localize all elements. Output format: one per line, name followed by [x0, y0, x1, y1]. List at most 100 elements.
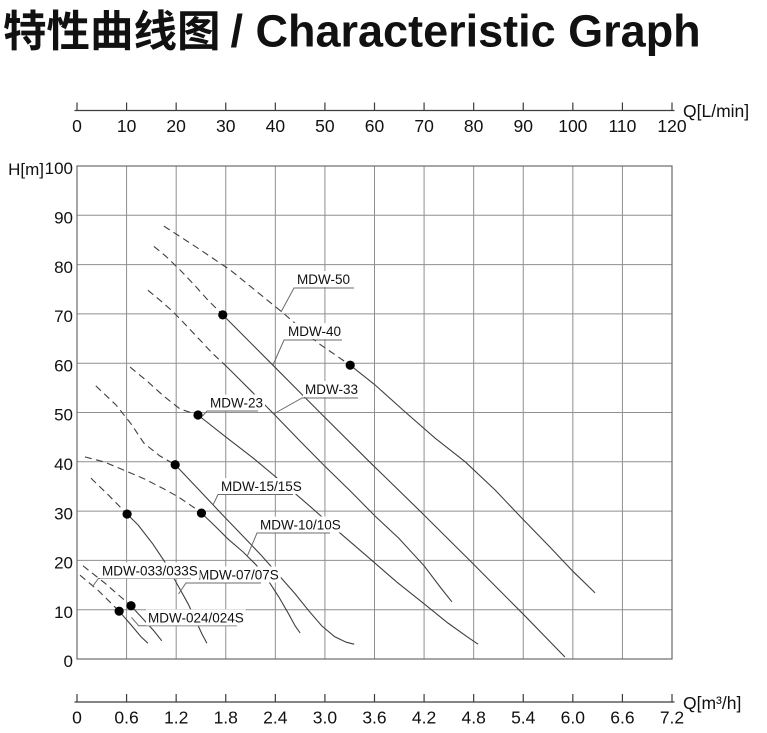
- curve-MDW-40: [153, 245, 566, 658]
- curve-solid-segment: [222, 314, 566, 658]
- label-MDW-50: MDW-50: [280, 271, 354, 313]
- top-axis-tick-label: 70: [414, 116, 434, 136]
- top-axis-tick-label: 10: [117, 116, 137, 136]
- label-MDW-15_15S: MDW-15/15S: [212, 478, 304, 506]
- curve-dashed-segment: [153, 245, 224, 316]
- rated-point-dot: [196, 508, 207, 518]
- rated-point-dot: [345, 360, 355, 370]
- rated-point-dot: [122, 509, 132, 519]
- curve-MDW-50: [163, 225, 596, 594]
- bottom-axis-tick-label: 0: [72, 708, 82, 728]
- label-text: MDW-40: [288, 324, 341, 339]
- label-mask: [146, 609, 246, 626]
- bottom-axis-tick-label: 5.4: [511, 708, 536, 728]
- curve-solid-segment: [118, 610, 149, 644]
- curve-MDW-33: [147, 289, 453, 603]
- left-axis-tick-label: 60: [54, 356, 73, 375]
- left-axis-tick-label: 90: [54, 209, 73, 228]
- curve-dashed-segment: [147, 289, 228, 368]
- left-axis-tick-label: 80: [54, 258, 73, 277]
- label-leader-line: [131, 617, 237, 627]
- label-mask: [286, 323, 344, 339]
- rated-point-dot: [170, 460, 180, 470]
- curve-solid-segment: [197, 414, 479, 645]
- label-text: MDW-10/10S: [260, 518, 341, 533]
- curve-dashed-segment: [90, 477, 128, 515]
- bottom-axis-tick-label: 6.0: [561, 708, 586, 728]
- top-axis-tick-label: 0: [72, 116, 82, 136]
- top-axis-tick-label: 20: [166, 116, 186, 136]
- label-mask: [258, 516, 343, 533]
- bottom-axis-tick-label: 1.8: [214, 708, 238, 728]
- left-axis-tick-label: 100: [45, 159, 73, 178]
- left-axis-tick-label: 70: [54, 307, 73, 326]
- bottom-axis: 0 0.6 1.2 1.8 2.4 3.0 3.6 4.2 4.8 5.4 6.0 6.6 7.2Q[m…: [72, 693, 741, 728]
- left-axis-tick-label: 0: [64, 652, 73, 671]
- bottom-axis-tick-label: 7.2: [660, 708, 684, 728]
- label-leader-line: [272, 339, 342, 366]
- curve-MDW-23: [129, 366, 479, 645]
- label-MDW-23: MDW-23: [202, 394, 266, 417]
- label-text: MDW-033/033S: [102, 564, 198, 579]
- label-mask: [303, 381, 361, 397]
- top-axis-tick-label: 90: [514, 116, 534, 136]
- label-mask: [100, 562, 200, 579]
- label-MDW-07_07S: MDW-07/07S: [178, 566, 281, 595]
- bottom-axis-title: Q[m³/h]: [683, 693, 741, 713]
- curve-dashed-segment: [84, 456, 202, 514]
- title-cjk-glyph: [4, 9, 46, 51]
- left-axis-tick-label: 10: [54, 603, 73, 622]
- bottom-axis-tick-label: 6.6: [610, 708, 634, 728]
- label-MDW-33: MDW-33: [273, 381, 361, 415]
- label-mask: [208, 394, 266, 411]
- curve-dashed-segment: [163, 225, 351, 366]
- label-leader-line: [273, 397, 358, 415]
- bottom-axis-tick-label: 3.0: [313, 708, 338, 728]
- label-MDW-40: MDW-40: [272, 323, 344, 366]
- left-axis-tick-label: 20: [54, 554, 73, 573]
- top-axis-tick-label: 60: [365, 116, 385, 136]
- label-text: MDW-024/024S: [148, 611, 244, 626]
- rated-point-dot: [218, 310, 228, 320]
- title-latin: / Characteristic Graph: [231, 6, 701, 57]
- bottom-axis-tick-label: 0.6: [114, 708, 138, 728]
- rated-point-dot: [193, 410, 203, 420]
- curve-solid-segment: [126, 513, 208, 644]
- top-axis-tick-label: 50: [315, 116, 335, 136]
- label-leader-line: [178, 582, 261, 595]
- bottom-axis-tick-label: 4.2: [412, 708, 436, 728]
- label-text: MDW-15/15S: [221, 479, 302, 494]
- curve-solid-segment: [349, 364, 596, 594]
- label-text: MDW-23: [210, 396, 263, 411]
- label-MDW-10_10S: MDW-10/10S: [247, 516, 343, 556]
- label-mask: [196, 566, 281, 583]
- bottom-axis-tick-label: 1.2: [164, 708, 188, 728]
- left-axis-title: H[m]: [8, 160, 44, 179]
- label-leader-line: [280, 287, 354, 313]
- curve-MDW-07_07S: [90, 477, 208, 644]
- curves: [79, 225, 596, 658]
- curve-MDW-15_15S: [95, 385, 355, 645]
- curve-labels: MDW-50 MDW-40 MDW-33 MDW-23 MDW-15/15S MDW-10…: [92, 271, 361, 627]
- label-text: MDW-50: [297, 272, 350, 287]
- label-text: MDW-07/07S: [198, 568, 279, 583]
- label-leader-line: [212, 494, 293, 506]
- top-axis-tick-label: 30: [216, 116, 236, 136]
- curve-dashed-segment: [129, 366, 199, 416]
- grid: [76, 165, 673, 660]
- top-axis-tick-label: 40: [266, 116, 286, 136]
- curve-dashed-segment: [95, 385, 176, 466]
- bottom-axis-tick-label: 4.8: [462, 708, 486, 728]
- label-text: MDW-33: [305, 382, 358, 397]
- title-cjk-glyph: [135, 9, 176, 51]
- label-MDW-024_024S: MDW-024/024S: [131, 609, 246, 627]
- top-axis-tick-label: 110: [608, 116, 636, 136]
- rated-point-dot: [114, 606, 124, 616]
- title-cjk-glyph: [180, 11, 218, 51]
- plot-border: [76, 165, 673, 660]
- page-title: / Characteristic Graph: [4, 6, 701, 57]
- curve-MDW-024_024S: [79, 574, 149, 644]
